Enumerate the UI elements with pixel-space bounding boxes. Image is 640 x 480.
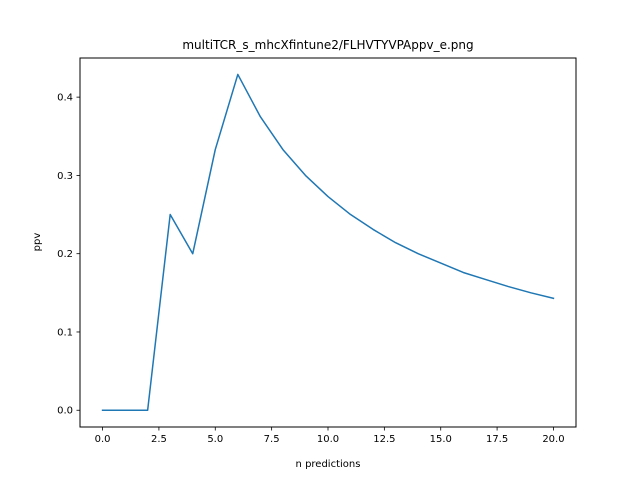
x-tick-label: 12.5 [373,434,395,445]
series-line-0 [101,73,555,411]
x-axis: 0.0 2.5 5.0 7.5 10.0 12.5 15.0 17.5 20.0 [95,427,565,445]
x-axis-title: n predictions [296,459,361,470]
x-tick-label: 5.0 [207,434,223,445]
x-tick-label: 20.0 [542,434,564,445]
x-tick-label: 15.0 [430,434,452,445]
plot-background [80,58,576,427]
x-tick-label: 10.0 [317,434,339,445]
y-tick-label: 0.1 [57,327,73,338]
y-tick-label: 0.0 [57,406,73,417]
y-tick-label: 0.4 [57,93,73,104]
y-axis-title: ppv [32,233,43,252]
x-tick-label: 17.5 [486,434,508,445]
y-tick-label: 0.2 [57,249,73,260]
plot-area [79,57,577,428]
y-tick-label: 0.3 [57,171,73,182]
x-tick-label: 2.5 [151,434,167,445]
y-axis: 0.0 0.1 0.2 0.3 0.4 [57,93,80,417]
chart-title: multiTCR_s_mhcXfintune2/FLHVTYVPAppv_e.p… [182,38,473,52]
series-layer [101,73,555,411]
x-tick-label: 7.5 [264,434,280,445]
x-tick-label: 0.0 [95,434,111,445]
